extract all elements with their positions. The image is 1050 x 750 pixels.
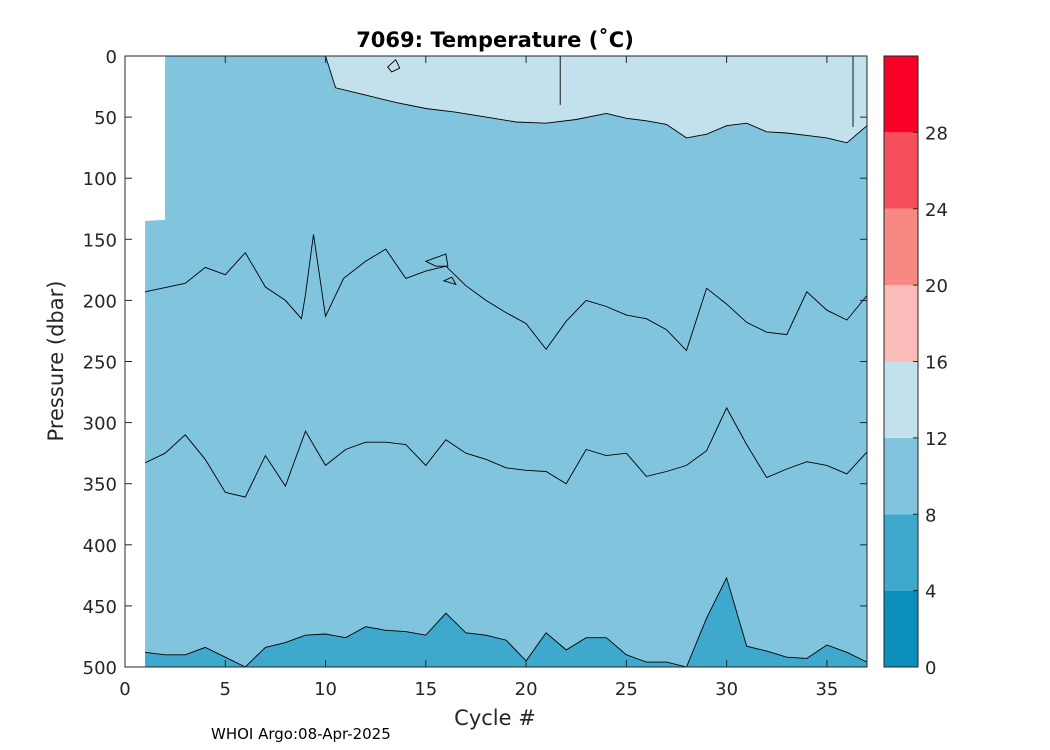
y-tick-label: 100 [83,169,117,190]
colorbar-band-4-8 [884,514,918,591]
colorbar-tick-label: 8 [925,505,936,526]
y-tick-label: 0 [106,47,117,68]
colorbar-tick-label: 24 [925,200,948,221]
colorbar-band-20-24 [884,208,918,286]
x-tick-label: 15 [414,679,437,700]
colorbar-tick-label: 16 [925,353,948,374]
chart-title: 7069: Temperature (˚C) [356,28,634,52]
contour-line-10C [145,234,868,352]
fill-region-12-16 [325,56,867,143]
x-tick-label: 0 [119,679,130,700]
contour-line-9C [144,406,868,498]
x-tick-label: 20 [515,679,538,700]
y-tick-label: 150 [83,230,117,251]
closed-contour-12C-2 [424,253,449,267]
closed-contour-10C-3 [442,276,457,286]
colorbar-band-28-32 [884,56,918,133]
colorbar-band-16-20 [884,285,918,362]
y-tick-label: 250 [83,353,117,374]
colorbar-tick-label: 0 [925,658,936,679]
colorbar: 0 4 8 12 16 20 24 28 [883,55,948,679]
contour-line-8C [145,576,868,668]
y-tick-label: 500 [83,658,117,679]
colorbar-tick-label: 4 [925,582,936,603]
colorbar-band-0-4 [884,590,918,667]
colorbar-band-8-12 [884,437,918,515]
footer-note: WHOI Argo:08-Apr-2025 [211,725,391,743]
x-axis-label: Cycle # [454,706,536,730]
colorbar-band-12-16 [884,361,918,438]
colorbar-tick-label: 12 [925,429,948,450]
x-tick-label: 35 [815,679,838,700]
y-tick-label: 200 [83,291,117,312]
x-tick-label: 30 [715,679,738,700]
contour-line-12C [325,55,868,144]
y-axis-label: Pressure (dbar) [44,281,68,442]
fill-region-4-8 [145,577,868,667]
axes: 0 5 10 15 20 25 30 3505010015020025030035040045… [83,47,868,700]
x-tick-label: 5 [220,679,231,700]
fill-region-8-12 [145,56,868,667]
y-tick-label: 450 [83,597,117,618]
colorbar-tick-label: 20 [925,276,948,297]
y-tick-label: 50 [94,108,117,129]
y-tick-label: 350 [83,475,117,496]
colorbar-tick-label: 28 [925,123,948,144]
y-tick-label: 300 [83,414,117,435]
closed-contour-13C-1 [387,58,401,73]
plot-area [144,55,868,668]
x-tick-label: 10 [314,679,337,700]
x-tick-label: 25 [615,679,638,700]
colorbar-band-24-28 [884,132,918,209]
y-tick-label: 400 [83,536,117,557]
